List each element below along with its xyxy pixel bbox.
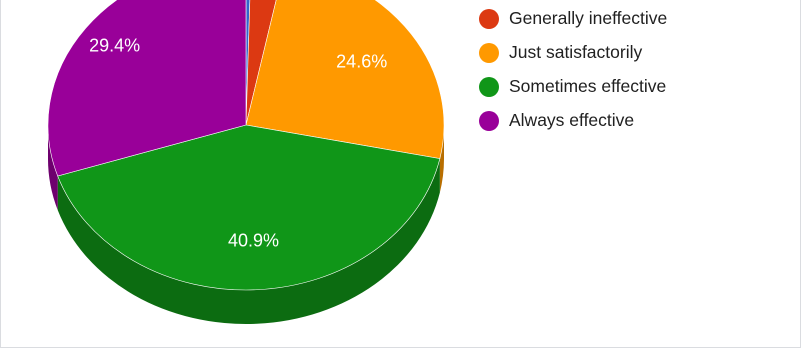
legend-label: Sometimes effective <box>509 76 667 96</box>
legend-item-just-satisfactorily[interactable]: Just satisfactorily <box>479 40 779 65</box>
legend-item-sometimes-effective[interactable]: Sometimes effective <box>479 74 779 99</box>
pie-slice-sometimes-effective[interactable] <box>57 124 441 291</box>
pie-slice-always-effective[interactable] <box>47 0 247 177</box>
chart-legend: Generally ineffective Just satisfactoril… <box>479 6 779 142</box>
pie-data-label: 40.9% <box>228 230 279 250</box>
legend-swatch-icon <box>479 43 499 63</box>
legend-swatch-icon <box>479 111 499 131</box>
legend-item-always-effective[interactable]: Always effective <box>479 108 779 133</box>
legend-label: Always effective <box>509 110 635 130</box>
pie-slice-just-satisfactorily[interactable] <box>245 0 445 159</box>
pie-slice-generally-ineffective[interactable] <box>245 0 285 126</box>
pie-data-label: 29.4% <box>89 36 140 56</box>
pie-side-always-effective <box>48 125 58 210</box>
pie-chart: 24.6% 40.9% 29.4% <box>47 0 445 324</box>
legend-item-generally-ineffective[interactable]: Generally ineffective <box>479 6 779 31</box>
legend-label: Just satisfactorily <box>509 42 643 62</box>
pie-data-label: 24.6% <box>336 51 387 71</box>
legend-swatch-icon <box>479 77 499 97</box>
pie-side-sometimes-effective <box>57 158 440 324</box>
legend-label: Generally ineffective <box>509 8 668 28</box>
legend-swatch-icon <box>479 9 499 29</box>
